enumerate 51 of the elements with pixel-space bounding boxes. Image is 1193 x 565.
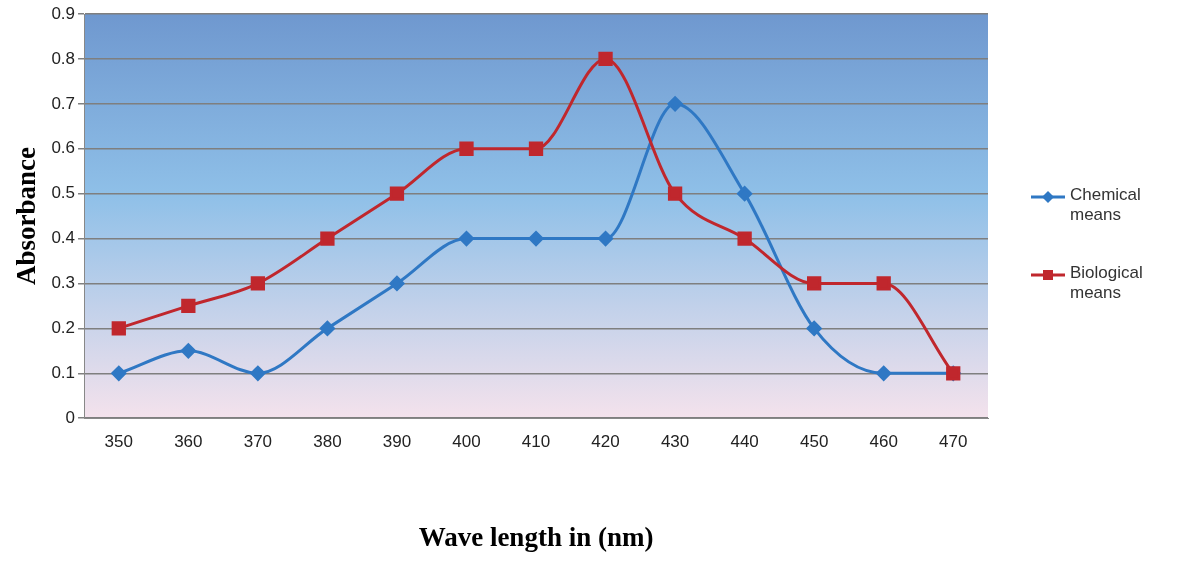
- y-tick-label: 0.2: [51, 318, 76, 338]
- point: [667, 186, 683, 201]
- point: [319, 320, 335, 336]
- y-tick-label: 0.3: [51, 273, 76, 293]
- y-tick-label: 0.5: [51, 183, 76, 203]
- point: [876, 365, 892, 381]
- x-tick-label: 460: [869, 432, 898, 452]
- x-tick-label: 350: [104, 432, 133, 452]
- x-tick-label: 400: [452, 432, 481, 452]
- point: [389, 186, 405, 201]
- point: [458, 231, 474, 247]
- legend-label: Biological means: [1070, 263, 1144, 303]
- point: [528, 231, 544, 247]
- point: [181, 298, 196, 314]
- point: [250, 276, 266, 291]
- legend-label: Chemical means: [1070, 185, 1142, 225]
- x-tick-label: 370: [243, 432, 273, 452]
- x-tick-label: 390: [382, 432, 412, 452]
- point: [180, 343, 196, 359]
- point: [111, 321, 126, 336]
- point: [807, 276, 822, 291]
- x-tick-label: 420: [591, 432, 620, 452]
- point: [737, 231, 752, 246]
- point: [667, 96, 683, 112]
- x-tick-label: 450: [799, 432, 829, 452]
- point: [111, 365, 127, 381]
- y-tick-label: 0: [65, 407, 76, 427]
- point: [876, 276, 891, 291]
- x-tick-label: 470: [939, 432, 968, 452]
- x-tick-label: 440: [730, 432, 759, 452]
- x-tick-label: 380: [313, 432, 342, 452]
- point: [320, 231, 335, 246]
- y-tick-label: 0.7: [51, 93, 76, 113]
- x-tick-label: 360: [174, 432, 203, 452]
- x-axis-title: Wave length in (nm): [418, 521, 654, 552]
- y-tick-label: 0.9: [51, 3, 76, 23]
- point: [528, 141, 544, 156]
- point: [598, 51, 613, 67]
- y-tick-label: 0.1: [51, 362, 76, 382]
- point: [737, 186, 753, 202]
- point: [806, 320, 822, 336]
- y-tick-label: 0.8: [51, 48, 76, 68]
- point: [459, 141, 474, 156]
- y-tick-label: 0.4: [51, 228, 76, 248]
- point: [598, 231, 614, 247]
- x-tick-label: 410: [521, 432, 551, 452]
- y-tick-label: 0.6: [51, 138, 76, 158]
- x-tick-label: 430: [660, 432, 690, 452]
- y-axis-title: Absorbance: [11, 147, 42, 286]
- point: [250, 365, 266, 381]
- point: [389, 275, 405, 291]
